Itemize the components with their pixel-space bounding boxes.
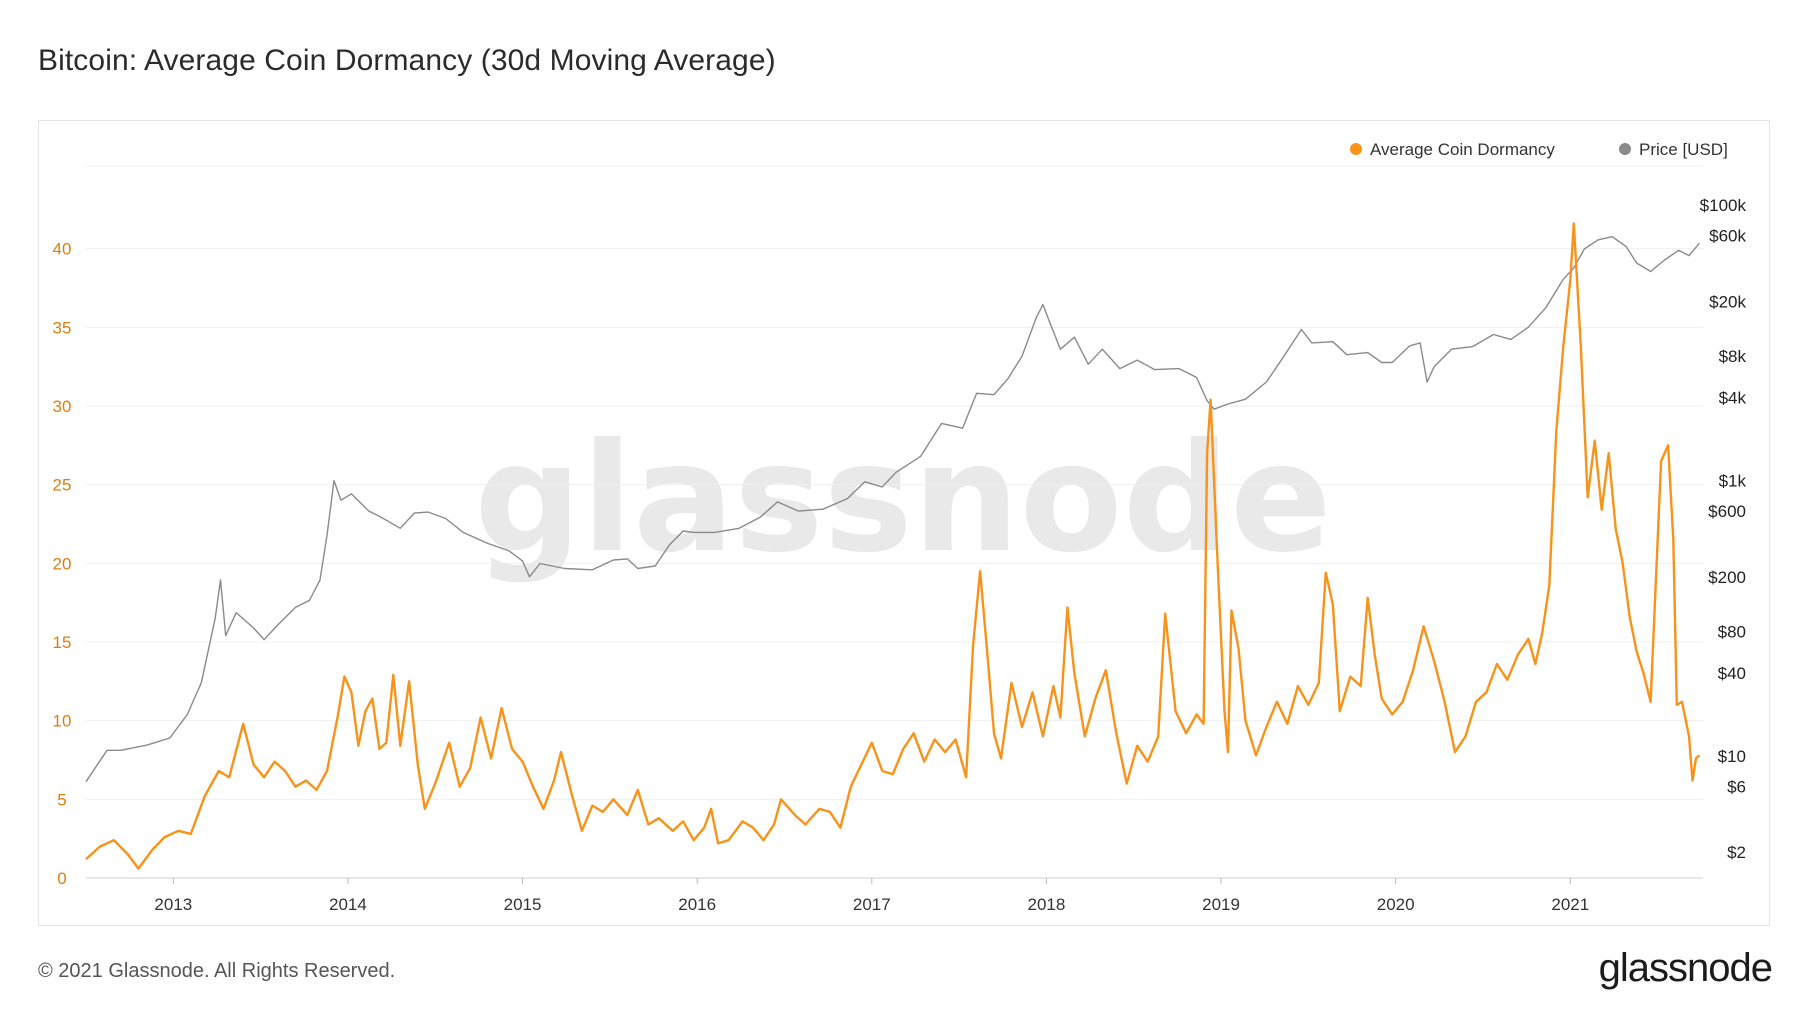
chart-frame bbox=[38, 120, 1770, 926]
chart-title: Bitcoin: Average Coin Dormancy (30d Movi… bbox=[38, 44, 776, 77]
left-tick-label: 5 bbox=[57, 790, 66, 809]
left-axis: 0 5 10 15 20 25 30 35 40 bbox=[53, 240, 72, 888]
legend-item[interactable]: Price [USD] bbox=[1619, 140, 1728, 159]
left-tick-label: 10 bbox=[53, 712, 72, 731]
left-tick-label: 40 bbox=[53, 240, 72, 259]
legend-item[interactable]: Average Coin Dormancy bbox=[1350, 140, 1555, 159]
legend-marker-icon bbox=[1350, 143, 1362, 155]
x-tick-label: 2015 bbox=[504, 895, 542, 914]
right-tick-label: $8k bbox=[1719, 347, 1747, 366]
left-tick-label: 20 bbox=[53, 554, 72, 573]
x-tick-label: 2021 bbox=[1551, 895, 1589, 914]
legend-label: Price [USD] bbox=[1639, 140, 1728, 159]
legend-marker-icon bbox=[1619, 143, 1631, 155]
right-tick-label: $10 bbox=[1718, 747, 1746, 766]
dormancy-line bbox=[85, 222, 1701, 870]
right-tick-label: $600 bbox=[1708, 502, 1746, 521]
x-tick-label: 2018 bbox=[1028, 895, 1066, 914]
left-tick-label: 0 bbox=[57, 869, 66, 888]
left-tick-label: 15 bbox=[53, 633, 72, 652]
x-tick-label: 2020 bbox=[1377, 895, 1415, 914]
right-tick-label: $60k bbox=[1709, 227, 1746, 246]
series-layer bbox=[85, 222, 1701, 870]
left-tick-label: 35 bbox=[53, 318, 72, 337]
price-line bbox=[85, 236, 1701, 783]
right-axis: $100k $60k $20k $8k $4k $1k $600 $200 $80 $40 $10 $… bbox=[1700, 196, 1747, 862]
right-tick-label: $1k bbox=[1719, 472, 1747, 491]
right-tick-label: $100k bbox=[1700, 196, 1747, 215]
right-tick-label: $20k bbox=[1709, 292, 1746, 311]
left-tick-label: 25 bbox=[53, 476, 72, 495]
right-tick-label: $6 bbox=[1727, 778, 1746, 797]
legend[interactable]: Average Coin Dormancy Price [USD] bbox=[1350, 140, 1728, 159]
right-tick-label: $80 bbox=[1718, 623, 1746, 642]
right-tick-label: $200 bbox=[1708, 568, 1746, 587]
left-tick-label: 30 bbox=[53, 397, 72, 416]
x-tick-label: 2013 bbox=[154, 895, 192, 914]
right-tick-label: $2 bbox=[1727, 843, 1746, 862]
right-tick-label: $4k bbox=[1719, 389, 1747, 408]
legend-label: Average Coin Dormancy bbox=[1370, 140, 1555, 159]
watermark: glassnode bbox=[474, 412, 1332, 586]
copyright-text: © 2021 Glassnode. All Rights Reserved. bbox=[38, 960, 396, 982]
x-tick-label: 2017 bbox=[853, 895, 891, 914]
x-axis: 2013 2014 2015 2016 2017 2018 2019 2020 2021 bbox=[86, 877, 1703, 914]
x-tick-label: 2019 bbox=[1202, 895, 1240, 914]
x-tick-label: 2016 bbox=[678, 895, 716, 914]
glassnode-logo[interactable]: glassnode bbox=[1598, 946, 1773, 990]
right-tick-label: $40 bbox=[1718, 664, 1746, 683]
x-tick-label: 2014 bbox=[329, 895, 367, 914]
